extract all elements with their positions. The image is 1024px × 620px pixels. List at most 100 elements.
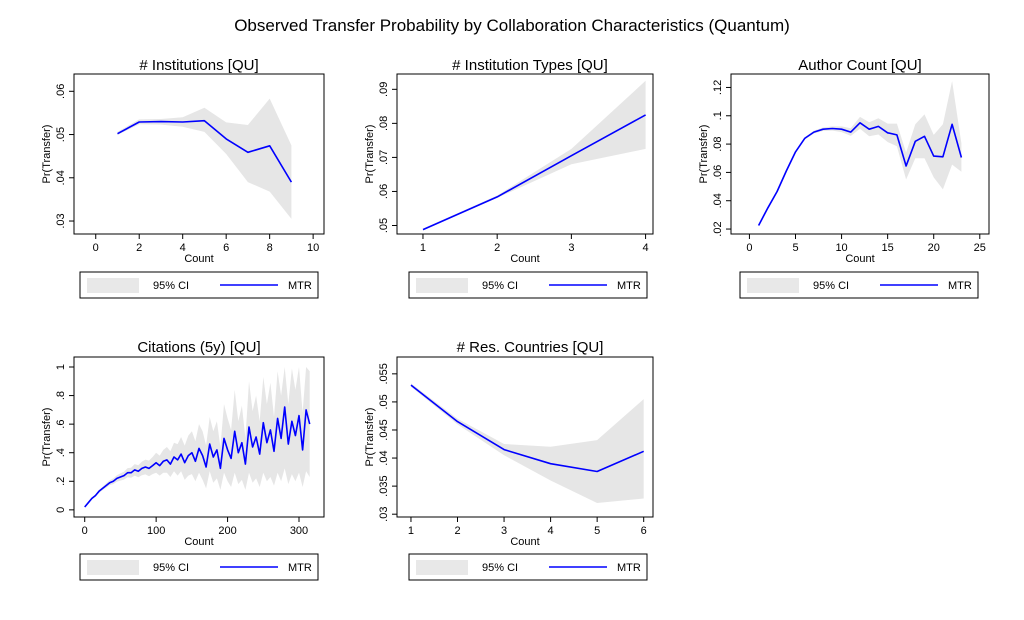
x-tick-label: 25 <box>974 242 986 254</box>
x-tick-label: 1 <box>408 525 414 537</box>
x-axis-label: Count <box>510 536 539 548</box>
plot-frame <box>396 73 654 235</box>
legend-ci-swatch <box>87 278 139 293</box>
plot-frame <box>730 73 990 235</box>
x-tick-label: 10 <box>307 242 319 254</box>
y-axis-label: Pr(Transfer) <box>41 408 53 467</box>
legend-mtr-label: MTR <box>617 562 641 574</box>
x-tick-label: 4 <box>643 242 649 254</box>
legend: 95% CI MTR <box>739 271 979 299</box>
x-tick-label: 4 <box>180 242 186 254</box>
legend-ci-label: 95% CI <box>153 280 189 292</box>
plot-frame <box>73 356 325 518</box>
legend: 95% CI MTR <box>79 553 319 581</box>
y-axis-label: Pr(Transfer) <box>364 125 376 184</box>
y-tick-label: .2 <box>55 477 67 486</box>
chart-panel-2: # Institution Types [QU] 1 2 3 4 .05 .06 .07 .08… <box>364 57 654 299</box>
y-tick-label: .045 <box>378 419 390 440</box>
mtr-line <box>117 119 293 183</box>
ci-band <box>758 81 962 226</box>
mtr-line <box>422 114 646 231</box>
chart-title: Author Count [QU] <box>798 57 921 74</box>
x-axis-label: Count <box>184 536 213 548</box>
y-tick-label: .03 <box>378 507 390 522</box>
mtr-line <box>84 406 311 508</box>
y-axis-label: Pr(Transfer) <box>41 125 53 184</box>
y-tick-label: .09 <box>378 82 390 97</box>
x-tick-label: 2 <box>136 242 142 254</box>
x-tick-label: 2 <box>494 242 500 254</box>
legend-ci-label: 95% CI <box>482 280 518 292</box>
chart-title: # Institutions [QU] <box>139 57 258 74</box>
ci-band <box>411 383 644 503</box>
legend: 95% CI MTR <box>408 271 648 299</box>
x-tick-label: 20 <box>928 242 940 254</box>
x-tick-label: 5 <box>792 242 798 254</box>
legend: 95% CI MTR <box>408 553 648 581</box>
x-tick-label: 15 <box>882 242 894 254</box>
y-tick-label: .05 <box>55 127 67 142</box>
legend-ci-label: 95% CI <box>482 562 518 574</box>
ci-band <box>117 98 292 219</box>
y-tick-label: .04 <box>55 170 67 185</box>
chart-title: Citations (5y) [QU] <box>137 339 260 356</box>
x-tick-label: 10 <box>835 242 847 254</box>
x-tick-label: 1 <box>420 242 426 254</box>
y-tick-label: .04 <box>378 450 390 465</box>
y-tick-label: .02 <box>712 221 724 236</box>
mtr-line <box>410 384 645 473</box>
y-tick-label: .07 <box>378 150 390 165</box>
legend-ci-swatch <box>747 278 799 293</box>
x-tick-label: 4 <box>548 525 554 537</box>
x-axis-label: Count <box>845 253 874 265</box>
figure-title: Observed Transfer Probability by Collabo… <box>234 16 790 35</box>
plot-frame <box>396 356 654 518</box>
y-axis-label: Pr(Transfer) <box>698 125 710 184</box>
chart-title: # Res. Countries [QU] <box>457 339 604 356</box>
x-tick-label: 200 <box>218 525 236 537</box>
y-tick-label: .8 <box>55 391 67 400</box>
y-tick-label: .055 <box>378 363 390 384</box>
chart-panel-5: # Res. Countries [QU] 1 2 3 4 5 6 .03 .035 .04 .04… <box>364 339 654 581</box>
x-tick-label: 5 <box>594 525 600 537</box>
chart-panel-3: Author Count [QU] 0 5 10 15 20 25 .02 .04 .06 .08.… <box>698 57 990 299</box>
y-tick-label: .08 <box>378 116 390 131</box>
chart-panel-4: Citations (5y) [QU] 0 100 200 300 0 .2 .4 .6 .8 1 C… <box>41 339 325 581</box>
legend-mtr-label: MTR <box>288 280 312 292</box>
y-tick-label: .03 <box>55 213 67 228</box>
ci-band <box>423 80 646 231</box>
chart-panel-1: # Institutions [QU] 0 2 4 6 8 10 .03 .04 .05 .06 Co… <box>41 57 325 299</box>
x-tick-label: 3 <box>568 242 574 254</box>
chart-title: # Institution Types [QU] <box>452 57 608 74</box>
y-tick-label: 1 <box>55 364 67 370</box>
y-tick-label: .6 <box>55 420 67 429</box>
y-tick-label: 0 <box>55 507 67 513</box>
x-axis-label: Count <box>184 253 213 265</box>
x-tick-label: 100 <box>147 525 165 537</box>
legend-ci-label: 95% CI <box>813 280 849 292</box>
x-axis-label: Count <box>510 253 539 265</box>
y-tick-label: .035 <box>378 475 390 496</box>
x-tick-label: 6 <box>223 242 229 254</box>
y-tick-label: .06 <box>378 184 390 199</box>
y-tick-label: .4 <box>55 448 67 457</box>
x-tick-label: 6 <box>641 525 647 537</box>
x-tick-label: 300 <box>290 525 308 537</box>
y-tick-label: .06 <box>55 84 67 99</box>
y-tick-label: .12 <box>712 80 724 95</box>
y-tick-label: .05 <box>378 218 390 233</box>
y-tick-label: .1 <box>712 111 724 120</box>
legend: 95% CI MTR <box>79 271 319 299</box>
legend-ci-swatch <box>416 278 468 293</box>
x-tick-label: 0 <box>746 242 752 254</box>
mtr-line <box>757 122 963 226</box>
legend-mtr-label: MTR <box>617 280 641 292</box>
legend-mtr-label: MTR <box>948 280 972 292</box>
legend-ci-swatch <box>416 560 468 575</box>
legend-ci-swatch <box>87 560 139 575</box>
x-tick-label: 8 <box>267 242 273 254</box>
y-axis-label: Pr(Transfer) <box>364 408 376 467</box>
x-tick-label: 2 <box>454 525 460 537</box>
